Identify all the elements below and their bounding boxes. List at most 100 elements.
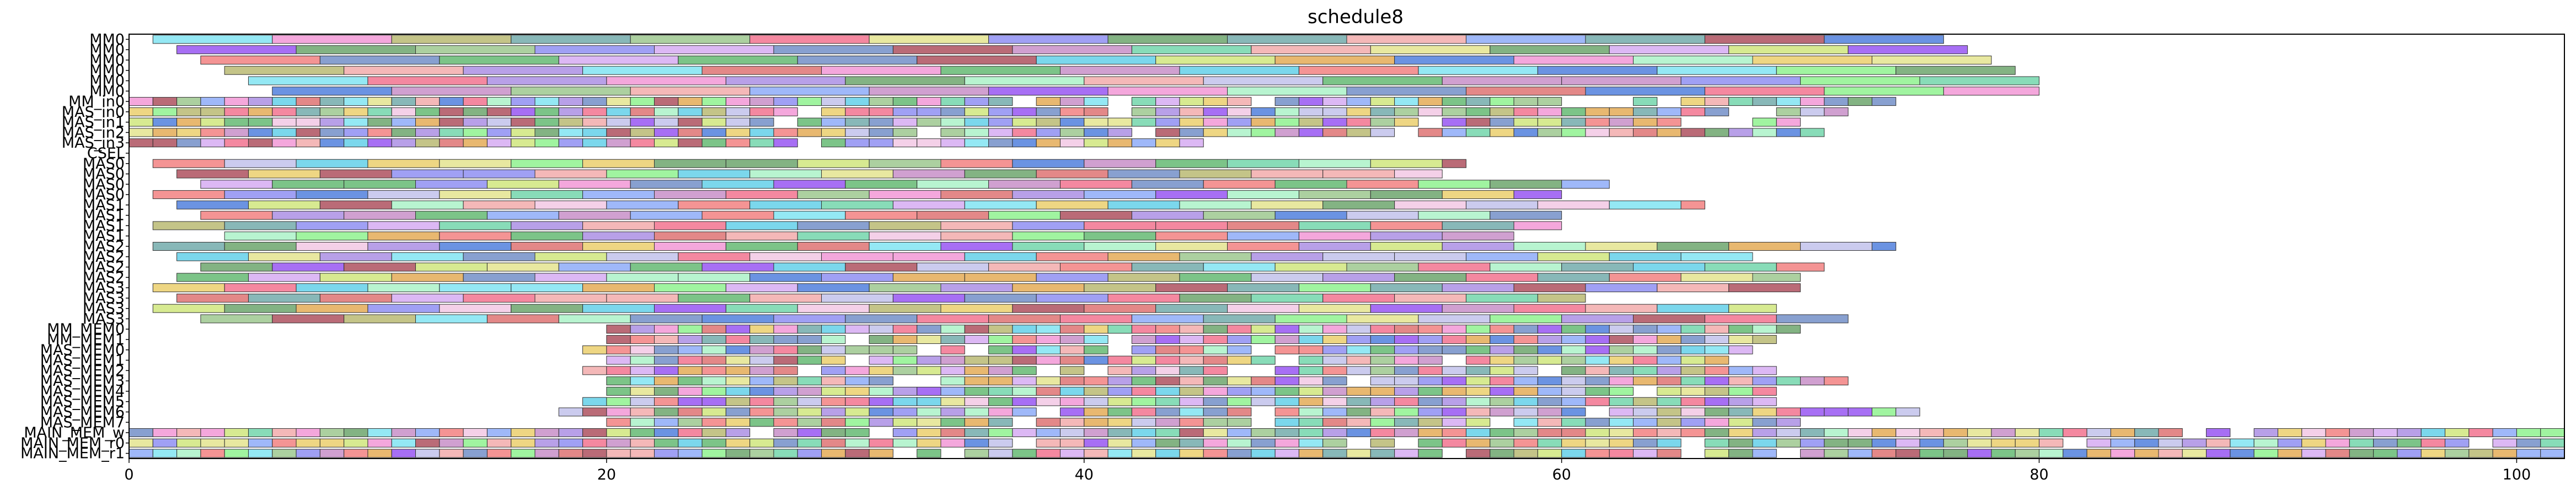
- gantt-bar: [1251, 45, 1371, 55]
- gantt-bar: [892, 397, 918, 406]
- gantt-bar: [582, 66, 703, 75]
- gantt-bar: [1704, 345, 1729, 354]
- gantt-bar: [1728, 376, 1753, 386]
- gantt-bar: [1585, 117, 1610, 127]
- gantt-bar: [940, 159, 1013, 168]
- gantt-bar: [1609, 428, 1634, 438]
- gantt-bar: [630, 138, 655, 148]
- gantt-bar: [606, 335, 631, 344]
- gantt-bar: [964, 128, 989, 137]
- gantt-bar: [892, 169, 965, 179]
- gantt-bar: [1274, 211, 1347, 220]
- gantt-bar: [296, 241, 368, 251]
- gantt-bar: [511, 97, 535, 106]
- gantt-bar: [1704, 438, 1729, 448]
- row-label: MAS2: [83, 238, 125, 255]
- gantt-bar: [511, 87, 631, 96]
- gantt-bar: [964, 325, 989, 334]
- row-label: MM_MEM1: [47, 331, 125, 348]
- gantt-bar: [511, 138, 535, 148]
- gantt-bar: [1633, 262, 1705, 272]
- gantt-bar: [582, 138, 607, 148]
- gantt-bar: [1227, 438, 1252, 448]
- gantt-bar: [1418, 376, 1443, 386]
- gantt-bar: [1824, 407, 1849, 417]
- gantt-bar: [701, 355, 726, 365]
- gantt-bar: [463, 428, 488, 438]
- gantt-bar: [1418, 314, 1491, 324]
- gantt-bar: [1370, 407, 1395, 417]
- gantt-bar: [344, 107, 368, 116]
- gantt-bar: [534, 252, 607, 261]
- gantt-bar: [869, 438, 893, 448]
- gantt-bar: [940, 355, 965, 365]
- gantt-bar: [1704, 366, 1729, 375]
- gantt-bar: [1490, 386, 1514, 396]
- gantt-bar: [1728, 386, 1753, 396]
- gantt-bar: [1394, 107, 1419, 116]
- gantt-bar: [1418, 128, 1443, 137]
- gantt-bar: [1943, 438, 1968, 448]
- gantt-bar: [582, 241, 655, 251]
- gantt-bar: [749, 35, 870, 44]
- gantt-bar: [1991, 438, 2016, 448]
- gantt-bar: [391, 252, 464, 261]
- gantt-bar: [654, 190, 726, 200]
- gantt-bar: [701, 345, 726, 354]
- gantt-bar: [2134, 438, 2159, 448]
- gantt-bar: [200, 128, 225, 137]
- gantt-bar: [797, 376, 822, 386]
- gantt-bar: [511, 304, 583, 313]
- gantt-bar: [2445, 428, 2470, 438]
- gantt-bar: [630, 366, 655, 375]
- gantt-bar: [1012, 128, 1037, 137]
- gantt-bar: [2349, 449, 2374, 458]
- gantt-bar: [1609, 107, 1634, 116]
- gantt-bar: [988, 117, 1013, 127]
- gantt-bar: [1274, 107, 1299, 116]
- gantt-bar: [367, 138, 392, 148]
- gantt-bar: [319, 252, 392, 261]
- gantt-bar: [463, 169, 535, 179]
- gantt-bar: [1824, 428, 1849, 438]
- gantt-bar: [1298, 231, 1371, 241]
- gantt-bar: [1657, 449, 1681, 458]
- gantt-bar: [344, 180, 416, 189]
- gantt-bar: [940, 386, 965, 396]
- gantt-bar: [2086, 438, 2111, 448]
- gantt-bar: [1227, 283, 1299, 293]
- gantt-bar: [1346, 128, 1371, 137]
- gantt-bar: [128, 449, 153, 458]
- gantt-bar: [1036, 273, 1108, 282]
- gantt-bar: [152, 283, 225, 293]
- gantt-bar: [630, 211, 703, 220]
- gantt-bar: [272, 97, 297, 106]
- gantt-bar: [606, 397, 631, 406]
- gantt-bar: [1346, 418, 1371, 427]
- gantt-bar: [1537, 397, 1562, 406]
- gantt-bar: [1943, 428, 1968, 438]
- gantt-bar: [678, 376, 703, 386]
- gantt-bar: [869, 190, 941, 200]
- gantt-bar: [1131, 449, 1156, 458]
- gantt-bar: [2349, 438, 2374, 448]
- gantt-bar: [1107, 35, 1228, 44]
- gantt-bar: [1728, 128, 1753, 137]
- gantt-bar: [1991, 449, 2016, 458]
- gantt-bar: [128, 138, 153, 148]
- gantt-bar: [701, 407, 726, 417]
- gantt-bar: [1513, 428, 1538, 438]
- gantt-bar: [1084, 76, 1204, 85]
- gantt-bar: [1490, 376, 1514, 386]
- gantt-bar: [1346, 355, 1371, 365]
- gantt-bar: [558, 449, 583, 458]
- gantt-bar: [1227, 335, 1252, 344]
- gantt-bar: [463, 449, 488, 458]
- gantt-bar: [1490, 45, 1610, 55]
- gantt-bar: [654, 335, 679, 344]
- gantt-bar: [1561, 376, 1586, 386]
- gantt-bar: [940, 438, 965, 448]
- row-label: MAS_in0: [62, 104, 125, 121]
- gantt-bar: [534, 169, 607, 179]
- gantt-bar: [486, 76, 607, 85]
